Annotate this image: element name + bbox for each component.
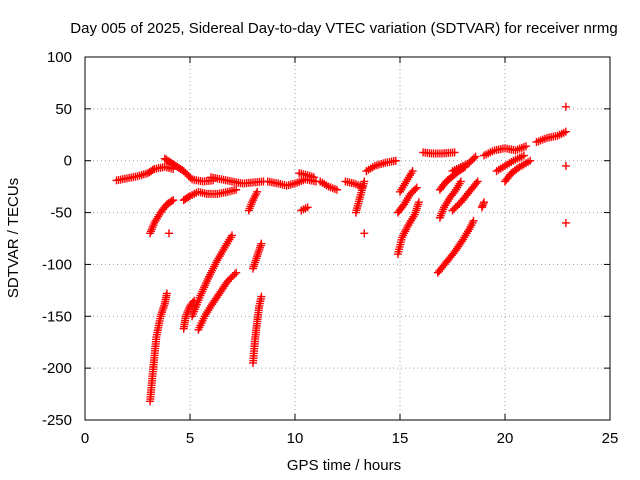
data-point [561,161,570,170]
x-tick-label: 25 [602,430,619,447]
data-point [230,270,239,279]
y-tick-label: -150 [42,308,72,325]
data-point [471,152,480,161]
chart-title: Day 005 of 2025, Sidereal Day-to-day VTE… [70,20,617,37]
y-tick-label: -100 [42,256,72,273]
data-point [169,196,178,205]
y-axis-label: SDTVAR / TECUs [5,178,22,298]
data-point [414,198,423,207]
data-point [360,229,369,238]
data-point [561,218,570,227]
y-tick-label: -250 [42,412,72,429]
data-point [450,148,459,157]
data-point [526,156,535,165]
data-point [470,154,479,163]
data-point [408,167,417,176]
data-point [522,142,530,151]
data-point [333,185,341,194]
y-tick-label: 0 [64,153,72,170]
data-point [456,177,465,186]
data-point [473,177,482,186]
data-point [232,185,241,194]
data-point [561,102,570,111]
y-tick-label: 50 [55,101,72,118]
y-tick-label: -50 [50,205,72,222]
data-point [412,183,421,192]
x-tick-label: 15 [392,430,409,447]
x-axis-label: GPS time / hours [287,457,401,474]
plot-frame [84,56,611,421]
x-tick-label: 5 [186,430,194,447]
data-point [519,151,528,160]
data-point [411,185,420,194]
data-point [469,216,478,225]
data-point [391,156,400,165]
x-tick-label: 0 [81,430,89,447]
grid-layer [85,57,610,420]
data-point [459,163,468,172]
data-point [162,289,171,298]
data-point-layer [112,102,570,406]
data-point [461,162,470,171]
data-point [309,173,318,182]
data-point [148,166,157,175]
y-tick-label: -200 [42,360,72,377]
data-point [561,127,570,136]
data-point [232,268,241,277]
x-tick-label: 10 [287,430,304,447]
x-tick-label: 20 [497,430,514,447]
data-point [253,187,262,196]
tick-label-layer: 0 5 10 15 20 25 100 50 0 -50 -100 -150 -200 -250 [42,49,618,447]
data-point [257,292,266,301]
data-point [303,203,312,212]
data-point [167,197,176,206]
data-point [480,198,488,207]
data-point [472,179,481,188]
data-point [165,229,173,238]
data-point [228,231,236,240]
data-point [360,177,369,186]
data-point [257,239,266,248]
y-tick-label: 100 [47,49,72,66]
